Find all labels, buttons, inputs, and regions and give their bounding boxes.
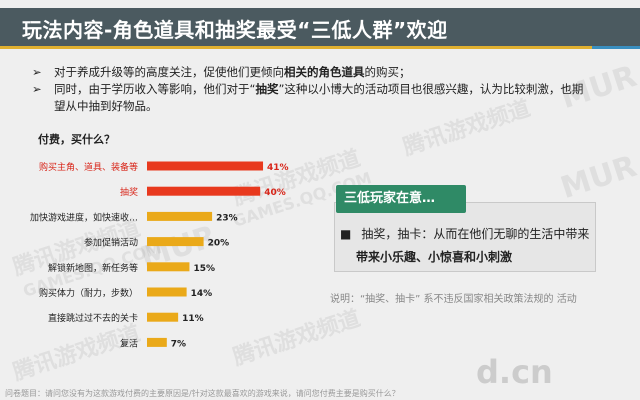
bar (147, 337, 167, 347)
data-label: 15% (193, 264, 215, 274)
bullet-item: ➢ 对于养成升级等的高度关注，促使他们更倾向相关的角色道具的购买； (32, 64, 592, 81)
bar (147, 186, 261, 196)
callout-emphasis: 带来小乐趣、小惊喜和小刺激 (356, 250, 513, 264)
callout-box (334, 202, 596, 272)
bar (147, 312, 179, 322)
category-label: 购买体力（耐力，步数） (39, 287, 138, 299)
title-underline (0, 46, 592, 49)
bullet-item: ➢ 同时，由于学历收入等影响，他们对于“抽奖”这种以小博大的活动项目也很感兴趣，… (32, 81, 592, 115)
bullet-text: 对于养成升级等的高度关注，促使他们更倾向 (54, 65, 284, 79)
square-bullet-icon: ■ (340, 227, 352, 241)
bar (147, 211, 213, 221)
bullet-emphasis: 相关的角色道具 (284, 65, 365, 79)
category-label: 加快游戏进度，如快速收… (30, 211, 138, 223)
data-label: 7% (171, 339, 186, 349)
category-label: 直接跳过过不去的关卡 (48, 312, 138, 324)
title-bar: 玩法内容-角色道具和抽奖最受“三低人群”欢迎 (0, 8, 640, 46)
callout-text: 抽奖，抽卡：从而在他们无聊的生活中带来 (361, 227, 590, 241)
dcn-logo: d.cn (476, 353, 553, 391)
arrow-bullet-icon: ➢ (32, 82, 42, 96)
callout-tag: 三低玩家在意… (336, 185, 466, 213)
category-label: 复活 (120, 337, 138, 349)
arrow-bullet-icon: ➢ (32, 65, 42, 79)
category-label: 解锁新地图，新任务等 (48, 262, 138, 274)
data-label: 20% (208, 239, 230, 249)
data-label: 11% (182, 314, 204, 324)
bar (147, 161, 264, 171)
data-label: 40% (264, 188, 286, 198)
data-label: 14% (191, 289, 213, 299)
bar-chart: 购买主角、道具、装备等 41% 抽奖 40% 加快游戏进度，如快速收… 23% 参加促销活动… (30, 161, 289, 349)
bullet-emphasis: 抽奖 (255, 82, 279, 96)
title-underline-accent (592, 46, 640, 49)
bar (147, 262, 190, 272)
chart-title: 付费，买什么？ (38, 133, 115, 146)
category-label: 抽奖 (120, 186, 138, 198)
data-label: 41% (267, 163, 289, 173)
callout-line: ■ 抽奖，抽卡：从而在他们无聊的生活中带来 (340, 225, 589, 242)
bar (147, 237, 204, 247)
bullet-text: 的购买； (364, 65, 411, 79)
category-label: 购买主角、道具、装备等 (39, 161, 138, 173)
bar (147, 287, 187, 297)
category-label: 参加促销活动 (84, 237, 138, 249)
bullet-text: 同时，由于学历收入等影响，他们对于“ (54, 82, 256, 96)
page-title: 玩法内容-角色道具和抽奖最受“三低人群”欢迎 (22, 18, 448, 42)
watermark: MUR (556, 148, 640, 207)
survey-question: 问卷题目：请问您没有为这款游戏付费的主要原因是/针对这款最喜欢的游戏来说，请问您… (5, 389, 400, 398)
bullet-list: ➢ 对于养成升级等的高度关注，促使他们更倾向相关的角色道具的购买； ➢ 同时，由… (32, 64, 592, 115)
bullet-text: ”这种以小博大的活动项目也很感兴趣，认为比较刺激，也期望从中抽到好物品。 (54, 82, 584, 113)
data-label: 23% (216, 213, 238, 223)
note-text: 说明：“抽奖、抽卡” 系不违反国家相关政策法规的 活动 (330, 294, 577, 305)
